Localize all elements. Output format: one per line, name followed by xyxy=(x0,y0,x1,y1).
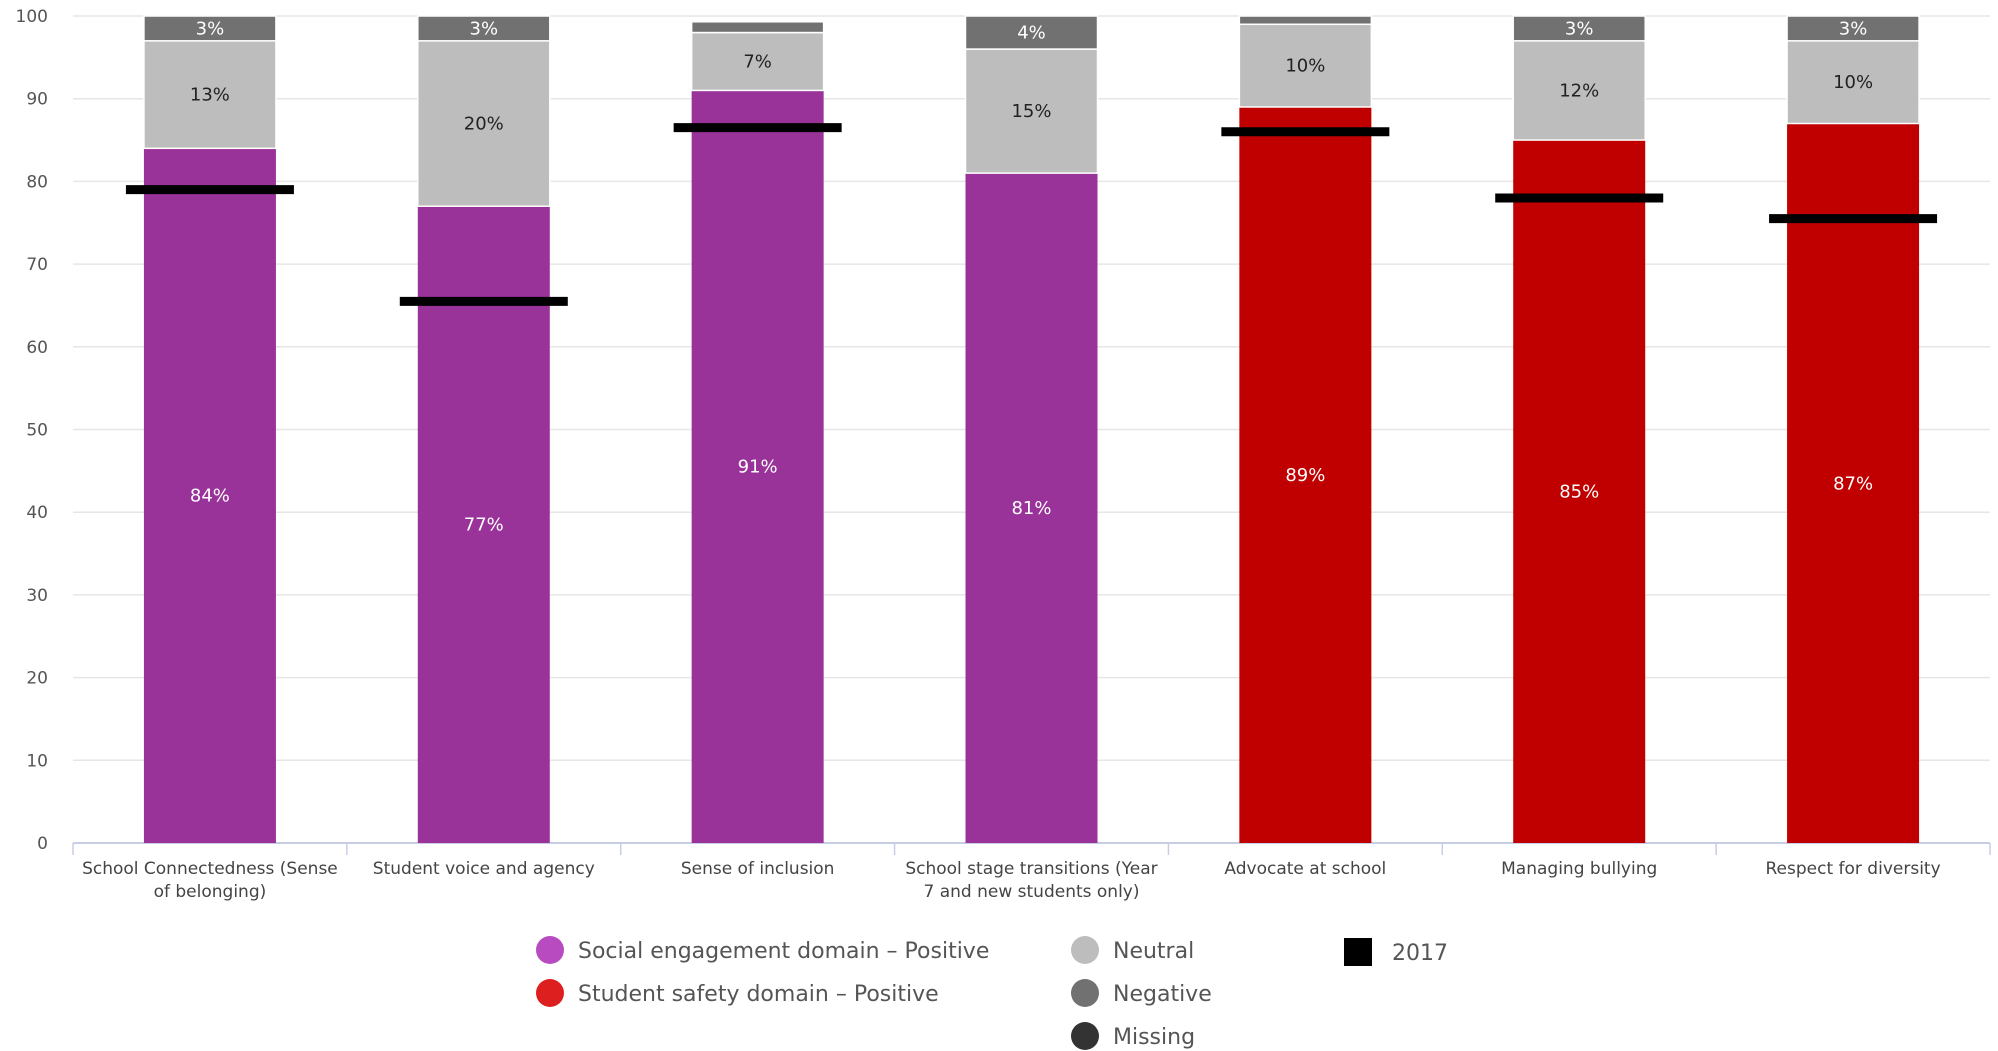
y-tick-label: 20 xyxy=(26,669,48,689)
legend-label: 2017 xyxy=(1392,941,1448,966)
x-category-label: 7 and new students only) xyxy=(924,882,1140,902)
y-tick-label: 60 xyxy=(26,338,48,358)
y-tick-label: 50 xyxy=(26,421,48,441)
bar-positive xyxy=(417,206,550,843)
data-label-neutral: 7% xyxy=(743,51,772,72)
bar-positive xyxy=(143,148,276,843)
y-tick-label: 0 xyxy=(37,834,48,854)
y-tick-label: 100 xyxy=(16,7,48,27)
data-label-neutral: 15% xyxy=(1011,101,1051,122)
legend-label: Missing xyxy=(1113,1025,1195,1050)
data-label-negative: 3% xyxy=(1839,18,1868,39)
data-label-positive: 91% xyxy=(738,457,778,478)
data-label-positive: 84% xyxy=(190,486,230,507)
legend-label: Neutral xyxy=(1113,939,1194,964)
data-label-negative: 3% xyxy=(470,18,499,39)
data-label-positive: 77% xyxy=(464,515,504,536)
y-tick-label: 80 xyxy=(26,172,48,192)
legend-label: Student safety domain – Positive xyxy=(578,982,939,1007)
x-category-label: Advocate at school xyxy=(1224,859,1386,879)
data-label-positive: 87% xyxy=(1833,473,1873,494)
bar-positive xyxy=(691,90,824,844)
legend-marker xyxy=(1344,938,1372,966)
legend-label: Social engagement domain – Positive xyxy=(578,939,989,964)
legend-label: Negative xyxy=(1113,982,1212,1007)
y-tick-label: 40 xyxy=(26,503,48,523)
legend-marker xyxy=(1071,936,1099,964)
y-tick-label: 90 xyxy=(26,90,48,110)
data-label-negative: 3% xyxy=(196,18,225,39)
x-category-label: Managing bullying xyxy=(1501,859,1657,879)
bar-negative xyxy=(1238,15,1373,26)
bar-neutral xyxy=(143,40,277,150)
bar-neutral xyxy=(417,40,551,207)
bar-positive xyxy=(1239,106,1372,844)
bar-negative xyxy=(964,15,1099,50)
legend-marker xyxy=(1071,979,1099,1007)
data-label-neutral: 13% xyxy=(190,85,230,106)
bar-negative xyxy=(417,15,551,42)
data-label-neutral: 12% xyxy=(1559,80,1599,101)
legend-marker xyxy=(536,936,564,964)
data-label-positive: 89% xyxy=(1285,465,1325,486)
x-category-label: Sense of inclusion xyxy=(681,859,835,879)
bar-neutral xyxy=(690,31,825,92)
y-tick-label: 30 xyxy=(26,586,48,606)
bar-negative xyxy=(690,21,825,34)
y-tick-label: 70 xyxy=(26,255,48,275)
x-category-label: Student voice and agency xyxy=(373,859,595,879)
legend-marker xyxy=(1071,1022,1099,1050)
bar-negative xyxy=(1512,15,1646,42)
data-label-neutral: 20% xyxy=(464,114,504,135)
x-category-label: of belonging) xyxy=(154,882,267,902)
data-label-positive: 81% xyxy=(1011,498,1051,519)
data-label-positive: 85% xyxy=(1559,482,1599,503)
x-category-label: School stage transitions (Year xyxy=(905,859,1157,879)
data-label-negative: 3% xyxy=(1565,18,1594,39)
bar-neutral xyxy=(1512,40,1646,141)
data-label-negative: 4% xyxy=(1017,23,1046,44)
bar-negative xyxy=(143,15,277,42)
x-category-label: School Connectedness (Sense xyxy=(82,859,338,879)
data-label-neutral: 10% xyxy=(1285,56,1325,77)
x-category-label: Respect for diversity xyxy=(1766,859,1941,879)
bar-positive xyxy=(965,173,1098,843)
bar-neutral xyxy=(1786,40,1920,125)
y-tick-label: 10 xyxy=(26,751,48,771)
bar-negative xyxy=(1786,15,1920,42)
bar-neutral xyxy=(964,48,1099,174)
data-label-neutral: 10% xyxy=(1833,72,1873,93)
bar-positive xyxy=(1513,140,1646,844)
bar-positive xyxy=(1787,123,1920,843)
legend-marker xyxy=(536,979,564,1007)
